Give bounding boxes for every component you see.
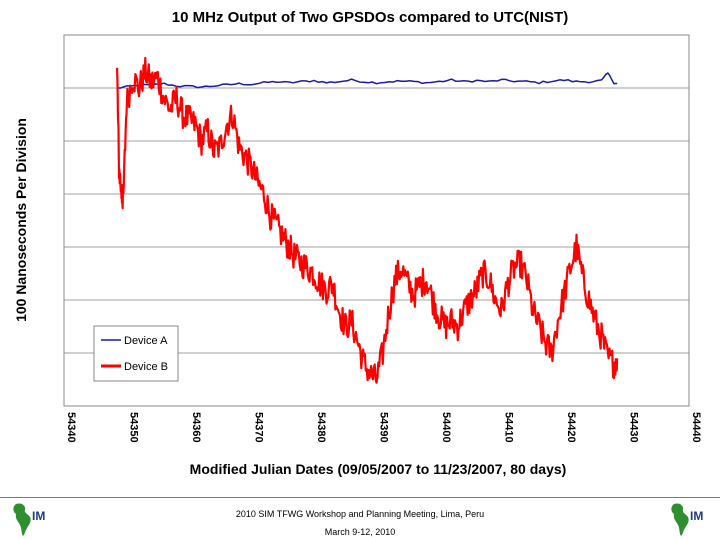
x-axis-label: Modified Julian Dates (09/05/2007 to 11/… [190,461,567,477]
x-tick-label: 54380 [315,412,327,443]
x-tick-label: 54370 [253,412,265,443]
line-chart: 10 MHz Output of Two GPSDOs compared to … [13,9,702,477]
series-device-a-line [117,72,618,89]
sim-logo-right: IM [671,503,703,536]
x-tick-label: 54360 [190,412,202,443]
x-tick-label: 54400 [440,412,452,443]
plot-area [63,34,690,407]
series-device-b-line [116,56,619,384]
x-tick-label: 54440 [690,412,702,443]
x-tick-label: 54340 [65,412,77,443]
series-lines [116,56,619,384]
chart-title: 10 MHz Output of Two GPSDOs compared to … [172,9,568,26]
grid-lines [64,87,689,354]
x-tick-label: 54390 [378,412,390,443]
x-tick-label: 54350 [128,412,140,443]
footer-event-date: March 9-12, 2010 [324,527,396,537]
legend-label-device-b: Device B [124,361,168,373]
footer-event-title: 2010 SIM TFWG Workshop and Planning Meet… [235,509,485,519]
x-tick-labels: 54340 54350 54360 54370 54380 54390 54400 54410… [65,412,702,443]
x-tick-label: 54420 [565,412,577,443]
americas-map-icon [13,503,31,536]
sim-logo-left: IM [13,503,45,536]
y-axis-label: 100 Nanoseconds Per Division [13,118,29,322]
legend: Device A Device B [93,325,179,382]
legend-label-device-a: Device A [124,335,168,347]
logo-text: IM [690,509,703,523]
americas-map-icon [671,503,689,536]
footer-divider [0,497,720,498]
x-tick-label: 54410 [503,412,515,443]
logo-text: IM [32,509,45,523]
x-tick-label: 54430 [628,412,640,443]
legend-box [93,325,179,382]
